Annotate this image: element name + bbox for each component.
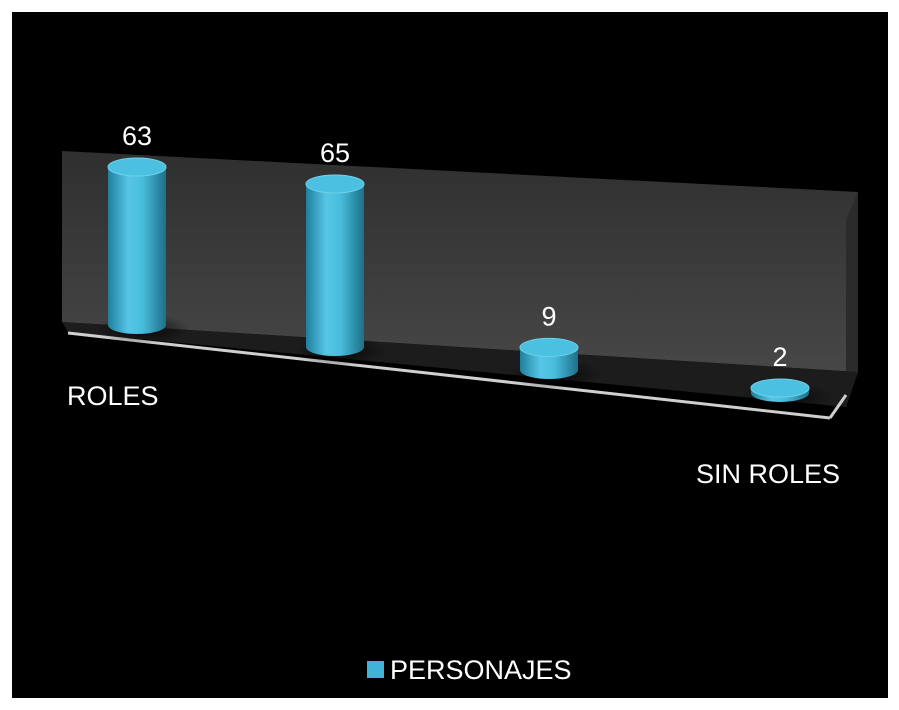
value-label-2: 9 (541, 301, 556, 331)
bar-3 (739, 378, 833, 412)
bar-0 (96, 157, 190, 344)
bar-top-0 (107, 157, 167, 177)
bar-body-0 (108, 167, 166, 334)
chart-back-wall (62, 151, 858, 372)
bar-2 (508, 337, 602, 389)
legend: PERSONAJES (367, 655, 572, 685)
value-label-3: 2 (772, 342, 787, 372)
category-label-sin-roles: SIN ROLES (696, 459, 840, 489)
chart-frame: 63 65 9 2 ROLES SIN ROLES PERSONAJES (12, 12, 888, 698)
bar-top-1 (305, 174, 365, 194)
chart-floor-edge-right (828, 394, 848, 419)
bar-1 (294, 174, 388, 366)
value-label-1: 65 (320, 138, 350, 168)
chart-side-wall (846, 192, 858, 407)
chart-floor (62, 322, 858, 407)
category-label-roles: ROLES (67, 381, 159, 411)
legend-swatch (367, 661, 384, 678)
chart: 63 65 9 2 ROLES SIN ROLES PERSONAJES (62, 121, 858, 685)
bar-top-2 (519, 337, 579, 357)
bar-body-1 (306, 184, 364, 356)
value-label-0: 63 (122, 121, 152, 151)
chart-floor-edge (67, 331, 831, 420)
bar-top-3 (750, 378, 810, 398)
legend-label: PERSONAJES (390, 655, 572, 685)
